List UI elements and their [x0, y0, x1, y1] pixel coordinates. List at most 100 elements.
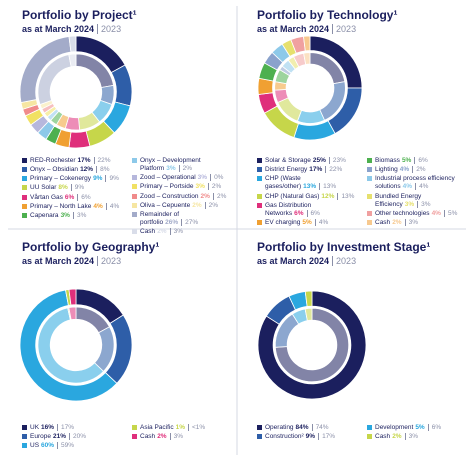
value-label: 59% [57, 442, 75, 450]
legend-item: Industrial process efficiency solutions 4… [367, 175, 471, 191]
value-label: 9% [105, 175, 119, 183]
legend-label: Construction² [265, 433, 304, 441]
legend-item: Cash 2% 3% [132, 433, 236, 441]
legend-label: UK [30, 424, 40, 431]
legend-swatch [22, 203, 27, 209]
value-label: 4% [105, 202, 120, 210]
legend: UK 16% 17% Europe 21% 20% US 60% 59% Asia Pacific… [22, 424, 236, 450]
value-label: 12% [321, 192, 335, 200]
subtitle-compare: 2023 [332, 24, 357, 34]
legend-item: Onyx – Development Platform 3% 2% [132, 157, 236, 173]
value-label: 5% [401, 157, 412, 164]
donut-segment [257, 290, 367, 400]
value-label: 4% [93, 202, 103, 210]
legend-label: Cash [140, 433, 156, 441]
value-label: 3% [404, 200, 415, 208]
legend-label: Oliva – Cepuente [140, 201, 191, 209]
legend-label: CHP (Waste gases/other) [265, 175, 302, 191]
legend-swatch [132, 158, 137, 163]
legend-label: Cash [140, 228, 156, 235]
legend-item: Zood – Construction 2% 2% [132, 192, 236, 201]
legend-item: Lighting 4% 2% [367, 166, 471, 174]
donut-segment [68, 288, 77, 306]
donut-segment [19, 289, 118, 402]
legend-swatch [132, 184, 137, 190]
legend-item: Bundled Energy Efficiency 3% 3% [367, 193, 471, 209]
legend-swatch [367, 210, 372, 216]
legend-item: US 60% 59% [22, 442, 126, 450]
donut-segment [68, 130, 91, 149]
legend-item: Zood – Operational 3% 0% [132, 174, 236, 182]
legend-item: UU Solar 8% 9% [22, 184, 126, 192]
value-label: 27% [181, 218, 199, 226]
legend-label: Lighting [375, 166, 398, 174]
value-label: 5% [415, 424, 425, 431]
legend-swatch [132, 211, 137, 217]
subtitle-text: as at March 2024 [22, 256, 95, 266]
value-label: 74% [311, 424, 329, 431]
subtitle-text: as at March 2024 [22, 24, 95, 34]
value-label: 20% [68, 433, 86, 441]
value-label: 2% [157, 228, 167, 235]
donut-segment [303, 52, 311, 65]
value-label: 3% [404, 218, 418, 226]
value-label: 3% [197, 174, 208, 182]
value-label: 2% [207, 183, 222, 191]
legend-label: Zood – Operational [140, 174, 196, 182]
donut-segment [274, 307, 350, 383]
legend-swatch [132, 202, 137, 208]
legend-label: Capenara [30, 211, 59, 219]
value-label: 8% [58, 184, 68, 192]
value-label: 3% [166, 165, 176, 173]
legend-item: Operating 84% 74% [257, 424, 361, 432]
legend-item: Cash 2% 3% [367, 433, 471, 441]
value-label: 2% [392, 433, 402, 441]
value-label: 17% [309, 166, 323, 174]
legend-item: Construction² 9% 17% [257, 433, 361, 441]
value-label: 5% [302, 218, 312, 226]
panel-title: Portfolio by Geography¹ [22, 240, 160, 254]
legend-item: RED-Rochester 17% 22% [22, 157, 126, 165]
legend-label: Asia Pacific [140, 424, 174, 431]
legend-item: Primary – North Lake 4% 4% [22, 202, 126, 211]
legend-item: Remainder of portfolio 26% 27% [132, 211, 236, 227]
value-label: 3% [60, 211, 70, 219]
legend-swatch [367, 167, 372, 173]
value-label: 4% [314, 218, 329, 226]
legend-swatch [132, 425, 137, 430]
legend-swatch [367, 193, 372, 199]
value-label: 6% [306, 209, 320, 217]
value-label: 22% [325, 166, 343, 174]
legend-label: Zood – Construction [140, 192, 199, 200]
legend-item: Development 5% 6% [367, 424, 471, 432]
value-label: <1% [188, 424, 206, 431]
legend-swatch [257, 202, 262, 208]
legend-label: Primary – Portside [140, 183, 194, 191]
value-label: 9% [305, 433, 316, 441]
donut-segment [68, 306, 77, 321]
legend-label: US [30, 442, 40, 450]
legend-swatch [22, 185, 27, 191]
legend-item: Gas Distribution Networks 6% 6% [257, 202, 361, 218]
subtitle-text: as at March 2024 [257, 256, 330, 266]
legend-swatch [22, 158, 27, 163]
legend-item: Solar & Storage 25% 23% [257, 157, 361, 165]
value-label: 0% [210, 174, 224, 182]
legend-item: Primary – Cokenergy 9% 9% [22, 175, 126, 183]
legend-label: Bundled Energy Efficiency [375, 192, 422, 208]
legend-label: Cash [375, 218, 391, 226]
legend-label: Development [375, 424, 414, 431]
legend: Solar & Storage 25% 23% District Energy 17% 2… [257, 157, 471, 228]
legend-swatch [367, 176, 372, 182]
legend-label: District Energy [265, 166, 308, 174]
legend-label: Primary – North Lake [30, 202, 92, 210]
subtitle-compare: 2023 [97, 256, 122, 266]
panel-subtitle: as at March 2024 2023 [22, 256, 122, 266]
legend-item: Vårtan Gas 6% 6% [22, 193, 126, 202]
legend-swatch [367, 219, 372, 225]
panel-title: Portfolio by Investment Stage¹ [257, 240, 431, 254]
legend-swatch [257, 158, 262, 163]
value-label: 2% [200, 192, 210, 200]
value-label: 16% [41, 424, 55, 431]
value-label: 4% [399, 166, 410, 174]
